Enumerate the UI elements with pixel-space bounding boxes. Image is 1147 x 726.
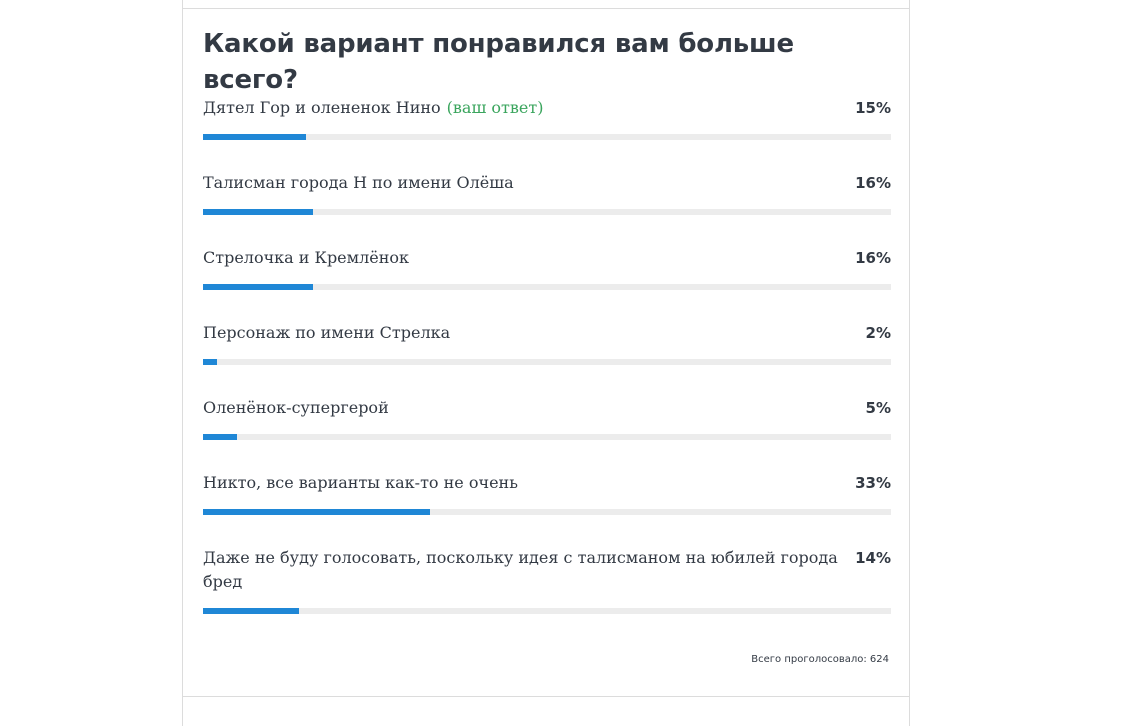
option-percent: 15% xyxy=(855,99,891,117)
option-bar-track xyxy=(203,434,891,440)
option-percent: 33% xyxy=(855,474,891,492)
option-percent: 14% xyxy=(855,549,891,567)
option-percent: 2% xyxy=(865,324,891,342)
option-bar-track xyxy=(203,284,891,290)
card-top-divider xyxy=(183,8,909,9)
option-bar-track xyxy=(203,509,891,515)
option-label: Даже не буду голосовать, поскольку идея … xyxy=(203,548,838,591)
your-answer-badge: (ваш ответ) xyxy=(446,98,544,117)
poll-option: Никто, все варианты как-то не очень 33% xyxy=(203,471,891,515)
option-label: Дятел Гор и олененок Нино xyxy=(203,98,441,117)
option-percent: 16% xyxy=(855,174,891,192)
option-bar-track xyxy=(203,209,891,215)
option-label: Талисман города Н по имени Олёша xyxy=(203,173,514,192)
poll-option: Оленёнок-супергерой 5% xyxy=(203,396,891,440)
option-bar-fill xyxy=(203,134,307,140)
option-bar-track xyxy=(203,359,891,365)
option-label: Оленёнок-супергерой xyxy=(203,398,389,417)
option-percent: 16% xyxy=(855,249,891,267)
option-label: Персонаж по имени Стрелка xyxy=(203,323,451,342)
poll-option: Дятел Гор и олененок Нино (ваш ответ) 15% xyxy=(203,96,891,140)
poll-option: Персонаж по имени Стрелка 2% xyxy=(203,321,891,365)
poll-question: Какой вариант понравился вам больше всег… xyxy=(203,29,794,95)
option-bar-fill xyxy=(203,209,314,215)
option-bar-fill xyxy=(203,284,314,290)
poll-card: Какой вариант понравился вам больше всег… xyxy=(182,0,910,726)
option-label: Никто, все варианты как-то не очень xyxy=(203,473,518,492)
option-bar-track xyxy=(203,608,891,614)
option-label: Стрелочка и Кремлёнок xyxy=(203,248,410,267)
option-bar-fill xyxy=(203,434,238,440)
option-bar-fill xyxy=(203,608,300,614)
option-percent: 5% xyxy=(865,399,891,417)
option-bar-fill xyxy=(203,509,431,515)
option-bar-fill xyxy=(203,359,217,365)
poll-option: Даже не буду голосовать, поскольку идея … xyxy=(203,546,891,614)
poll-option: Стрелочка и Кремлёнок 16% xyxy=(203,246,891,290)
card-bottom-divider xyxy=(183,696,909,697)
poll-options: Дятел Гор и олененок Нино (ваш ответ) 15%… xyxy=(203,96,891,645)
option-bar-track xyxy=(203,134,891,140)
total-votes: Всего проголосовало: 624 xyxy=(751,654,889,665)
poll-option: Талисман города Н по имени Олёша 16% xyxy=(203,171,891,215)
